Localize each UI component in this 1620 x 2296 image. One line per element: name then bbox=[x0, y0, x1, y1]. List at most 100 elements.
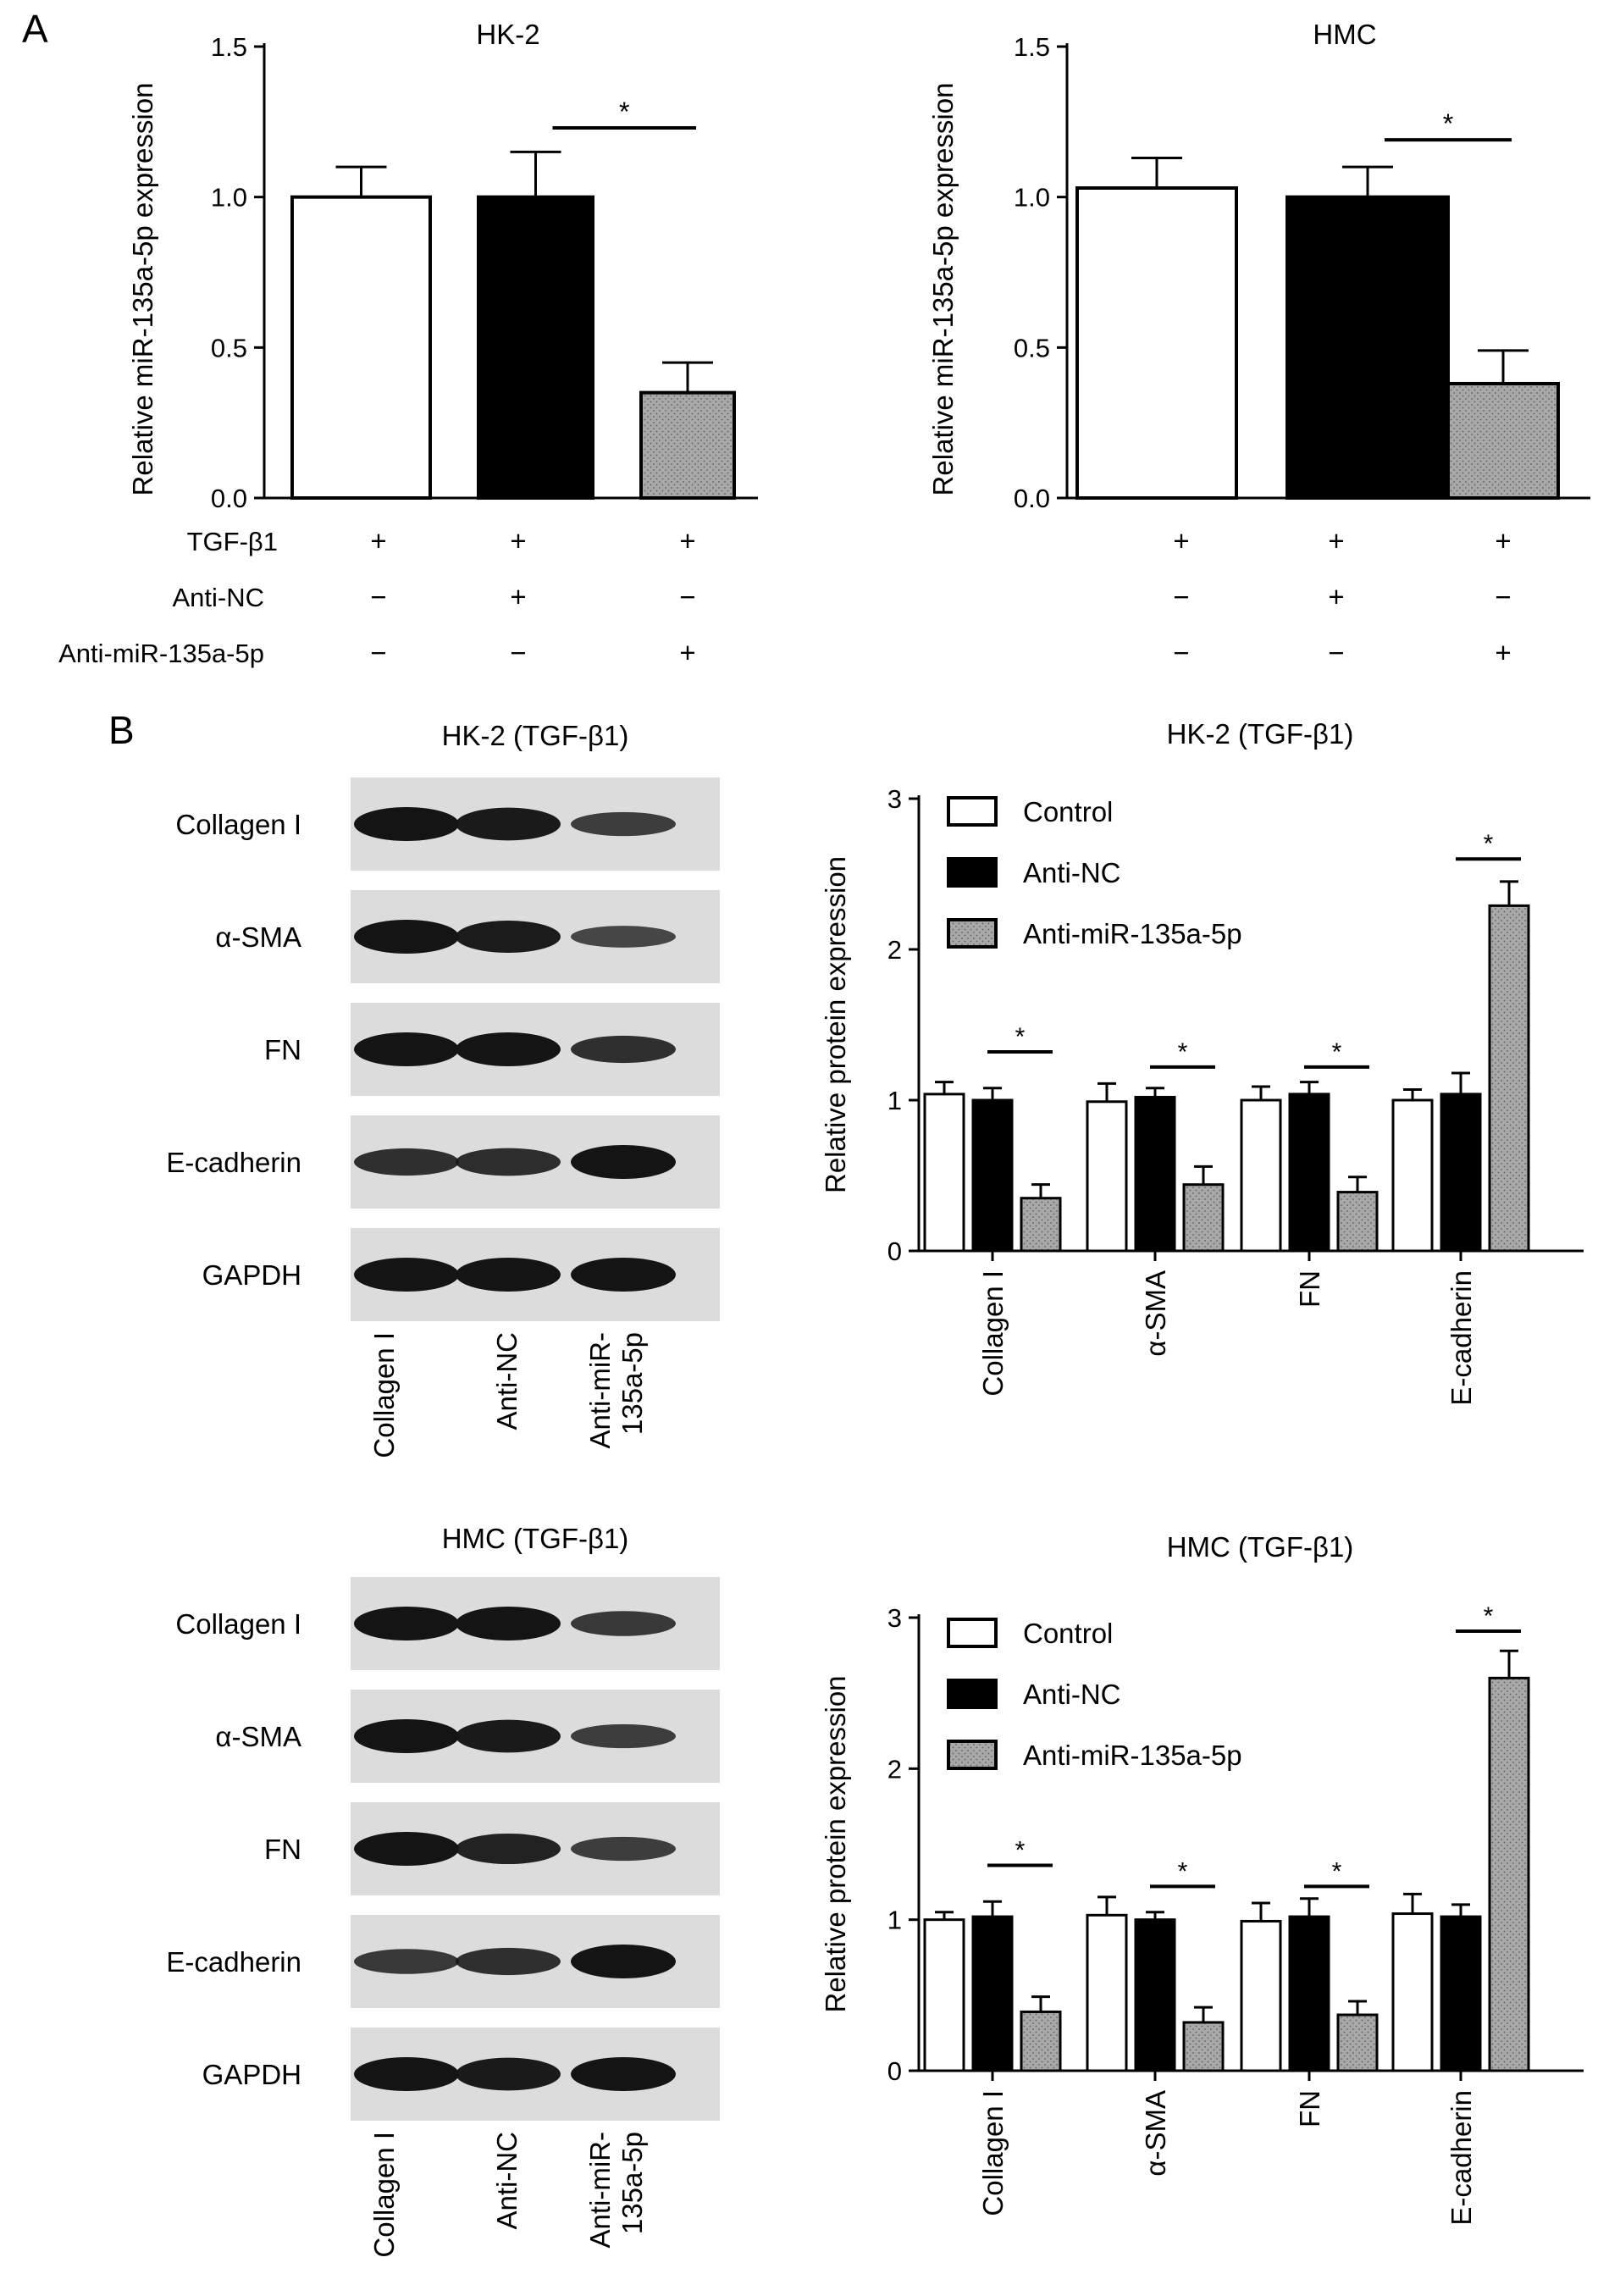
blots-layer: HK-2 (TGF-β1) Collagen I α-SMA FN E-cadherin… bbox=[166, 720, 720, 2258]
blot-band bbox=[456, 921, 561, 953]
blot-band bbox=[354, 2057, 459, 2091]
y-tick-label: 1.0 bbox=[1014, 183, 1050, 213]
bar bbox=[1288, 1915, 1330, 2072]
y-tick-label: 0.0 bbox=[1014, 484, 1050, 513]
bar bbox=[1075, 186, 1238, 501]
y-axis-label: Relative protein expression bbox=[820, 1675, 851, 2012]
blot-row-label: FN bbox=[264, 1834, 301, 1865]
chart-b-1: HK-2 (TGF-β1) 0 1 2 3 Relative protein expres… bbox=[820, 718, 1584, 1406]
blot-band bbox=[571, 1035, 676, 1064]
condition-sign: + bbox=[1328, 581, 1344, 612]
condition-label: Anti-NC bbox=[172, 583, 264, 612]
blot-band bbox=[571, 1145, 676, 1179]
blot-band bbox=[571, 1723, 676, 1749]
blot-band bbox=[571, 1611, 676, 1636]
bar bbox=[1288, 1093, 1330, 1253]
significance-star: * bbox=[1178, 1038, 1188, 1066]
y-tick-label: 0 bbox=[887, 1237, 902, 1266]
blot-row-label: GAPDH bbox=[202, 2059, 301, 2090]
blot-band bbox=[354, 1258, 459, 1292]
blot-panel-1: HK-2 (TGF-β1) Collagen I α-SMA FN E-cadherin… bbox=[166, 720, 720, 1458]
y-axis-label: Relative miR-135a-5p expression bbox=[127, 83, 158, 496]
blot-lane-label-line: 135a-5p bbox=[616, 2132, 648, 2234]
blot-row-label: Collagen I bbox=[175, 1608, 301, 1640]
blot-band bbox=[571, 1945, 676, 1978]
condition-sign: − bbox=[1328, 637, 1344, 668]
blot-row-label: FN bbox=[264, 1034, 301, 1065]
blot-band bbox=[456, 1719, 561, 1753]
blot-lane-label: Anti-miR-135a-5p bbox=[584, 2132, 648, 2249]
significance-star: * bbox=[1484, 1602, 1494, 1630]
legend-swatch bbox=[947, 918, 998, 949]
condition-label: TGF-β1 bbox=[187, 527, 278, 556]
condition-sign: + bbox=[1495, 525, 1511, 556]
blot-band bbox=[571, 1836, 676, 1862]
x-tick-label: α-SMA bbox=[1140, 1270, 1171, 1357]
chart-title: HMC (TGF-β1) bbox=[1167, 1531, 1354, 1563]
blot-row-label: Collagen I bbox=[175, 809, 301, 840]
blot-row-label: GAPDH bbox=[202, 1259, 301, 1291]
legend-label: Control bbox=[1023, 1618, 1113, 1649]
bar bbox=[1391, 1098, 1434, 1253]
y-tick-label: 2 bbox=[887, 935, 902, 965]
charts-layer: 0.0 0.5 1.0 1.5 HK-2 Relative miR-135a-5p exp… bbox=[127, 19, 1590, 2226]
x-tick-label: FN bbox=[1294, 2090, 1325, 2127]
condition-sign: + bbox=[679, 637, 695, 668]
blot-band bbox=[354, 807, 459, 841]
bar bbox=[1240, 1098, 1282, 1253]
blot-lane-label: Collagen I bbox=[368, 2132, 400, 2258]
legend-label: Anti-NC bbox=[1023, 1679, 1121, 1710]
blot-row-label: α-SMA bbox=[215, 921, 301, 953]
y-tick-label: 0.5 bbox=[1014, 333, 1050, 362]
blot-lane-label-line: 135a-5p bbox=[616, 1332, 648, 1435]
blot-band bbox=[354, 1148, 459, 1176]
blot-band bbox=[456, 2057, 561, 2091]
blot-lane-label: Anti-miR-135a-5p bbox=[584, 1332, 648, 1449]
blot-row-label: α-SMA bbox=[215, 1721, 301, 1752]
x-tick-label: Collagen I bbox=[977, 2090, 1009, 2216]
blot-lane-label: Collagen I bbox=[368, 1332, 400, 1458]
blot-band bbox=[354, 920, 459, 954]
blot-band bbox=[456, 807, 561, 841]
bar bbox=[1086, 1100, 1128, 1253]
blot-band bbox=[354, 1032, 459, 1066]
condition-label: Anti-miR-135a-5p bbox=[58, 639, 264, 668]
bar bbox=[1240, 1919, 1282, 2072]
significance-star: * bbox=[1015, 1023, 1026, 1051]
chart-title: HK-2 (TGF-β1) bbox=[1167, 718, 1354, 750]
y-tick-label: 1.5 bbox=[211, 32, 247, 62]
x-tick-label: Collagen I bbox=[977, 1270, 1009, 1397]
blot-band bbox=[456, 1947, 561, 1976]
y-tick-label: 3 bbox=[887, 1603, 902, 1633]
significance-star: * bbox=[1332, 1038, 1342, 1066]
blot-band bbox=[571, 926, 676, 948]
bar bbox=[971, 1915, 1014, 2072]
chart-title: HK-2 bbox=[476, 19, 539, 50]
significance-star: * bbox=[1015, 1836, 1026, 1864]
blot-title: HMC (TGF-β1) bbox=[442, 1523, 629, 1554]
y-axis-label: Relative protein expression bbox=[820, 856, 851, 1193]
condition-sign: − bbox=[1173, 581, 1189, 612]
bar bbox=[639, 390, 736, 500]
blot-band bbox=[456, 1607, 561, 1640]
conditions-layer: TGF-β1 + + + + + + Anti-NC − + − − + − Anti-miR-135a-5… bbox=[58, 525, 1512, 668]
condition-sign: − bbox=[1495, 581, 1511, 612]
blot-lane-label-line: Collagen I bbox=[368, 1332, 400, 1458]
legend-label: Anti-NC bbox=[1023, 857, 1121, 888]
legend-swatch bbox=[947, 1740, 998, 1770]
blot-band bbox=[354, 1949, 459, 1974]
bar bbox=[923, 1918, 965, 2072]
condition-sign: − bbox=[1173, 637, 1189, 668]
bar bbox=[1336, 2013, 1379, 2072]
condition-sign: + bbox=[510, 581, 526, 612]
blot-band bbox=[456, 1148, 561, 1176]
chart-a-1: 0.0 0.5 1.0 1.5 HK-2 Relative miR-135a-5p exp… bbox=[127, 19, 758, 513]
bar bbox=[1285, 195, 1450, 501]
x-tick-label: E-cadherin bbox=[1446, 1270, 1477, 1406]
blot-lane-label-line: Anti-miR- bbox=[584, 1332, 616, 1449]
y-tick-label: 1 bbox=[887, 1086, 902, 1115]
bar bbox=[290, 195, 432, 501]
y-tick-label: 1.5 bbox=[1014, 32, 1050, 62]
significance-star: * bbox=[1484, 830, 1494, 858]
panel-label-b: B bbox=[108, 708, 135, 752]
